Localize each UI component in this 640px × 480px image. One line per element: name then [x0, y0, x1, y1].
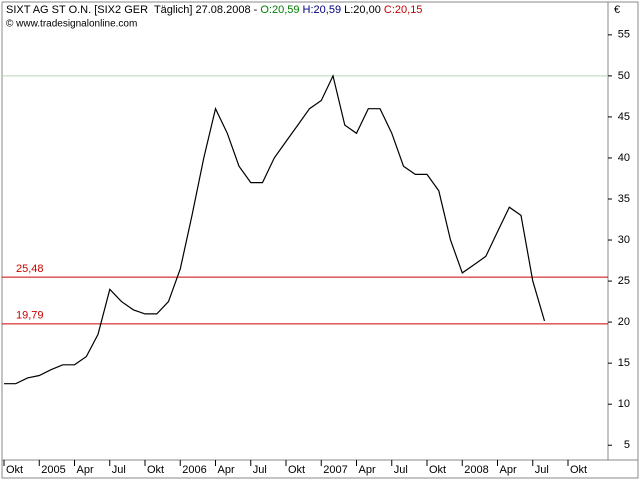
- x-tick-label: Apr: [500, 464, 517, 476]
- y-tick-label: 10: [618, 398, 630, 410]
- y-tick-label: 30: [618, 234, 630, 246]
- y-tick-label: 5: [624, 439, 630, 451]
- horizontal-line-label: 25,48: [16, 263, 44, 275]
- y-tick-label: 25: [618, 275, 630, 287]
- chart-subtitle: © www.tradesignalonline.com: [6, 19, 137, 30]
- title-part: O:20,59: [260, 4, 299, 16]
- y-tick-label: 20: [618, 316, 630, 328]
- y-tick-label: 35: [618, 193, 630, 205]
- x-axis-frame: [1, 459, 639, 479]
- title-part: SIXT AG ST O.N. [SIX2 GER Täglich] 27.08…: [6, 4, 260, 16]
- x-tick-label: Okt: [570, 464, 587, 476]
- x-tick-label: 2006: [182, 464, 206, 476]
- axis-frame: [607, 1, 639, 461]
- x-tick-label: Jul: [535, 464, 549, 476]
- price-line: [4, 74, 546, 385]
- x-tick-label: Apr: [218, 464, 235, 476]
- x-tick-label: Okt: [429, 464, 446, 476]
- y-tick-label: 50: [618, 70, 630, 82]
- x-tick-label: 2007: [323, 464, 347, 476]
- x-tick-label: 2005: [41, 464, 65, 476]
- x-tick-label: Apr: [77, 464, 94, 476]
- title-part: L:20,00: [341, 4, 381, 16]
- horizontal-line-label: 19,79: [16, 310, 44, 322]
- x-tick-label: Jul: [112, 464, 126, 476]
- title-part: H:20,59: [299, 4, 341, 16]
- x-tick-label: Jul: [253, 464, 267, 476]
- x-tick-label: Apr: [359, 464, 376, 476]
- title-part: C:20,15: [381, 4, 423, 16]
- y-tick-label: 55: [618, 29, 630, 41]
- x-tick-label: Jul: [394, 464, 408, 476]
- chart-title: SIXT AG ST O.N. [SIX2 GER Täglich] 27.08…: [6, 4, 422, 16]
- y-tick-label: 40: [618, 152, 630, 164]
- x-tick-label: Okt: [288, 464, 305, 476]
- y-tick-label: 45: [618, 111, 630, 123]
- y-unit: €: [614, 4, 620, 16]
- x-tick-label: 2008: [464, 464, 488, 476]
- plot-frame: [1, 1, 609, 461]
- x-tick-label: Okt: [6, 464, 23, 476]
- x-tick-label: Okt: [147, 464, 164, 476]
- y-tick-label: 15: [618, 357, 630, 369]
